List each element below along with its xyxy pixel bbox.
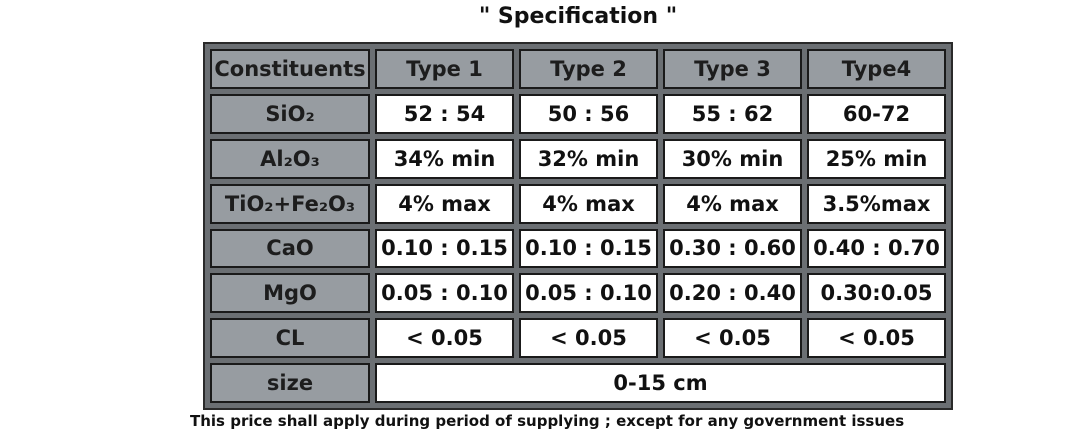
value-cell: 0.10 : 0.15 (519, 228, 658, 269)
table-row: MgO 0.05 : 0.10 0.05 : 0.10 0.20 : 0.40 0.30… (210, 273, 946, 314)
header-cell: Type 2 (519, 49, 658, 89)
header-cell: Type 1 (375, 49, 514, 89)
header-row: Constituents Type 1 Type 2 Type 3 Type4 (210, 49, 946, 89)
value-cell: 60-72 (807, 93, 946, 134)
row-label: size (210, 363, 370, 403)
value-cell: 55 : 62 (663, 93, 802, 134)
value-cell: < 0.05 (519, 318, 658, 359)
table-row: Al₂O₃ 34% min 32% min 30% min 25% min (210, 138, 946, 179)
value-cell: 52 : 54 (375, 93, 514, 134)
title: " Specification " (478, 4, 678, 29)
value-cell: 0-15 cm (375, 363, 946, 403)
value-cell: 32% min (519, 138, 658, 179)
header-cell: Constituents (210, 49, 370, 89)
table-row: TiO₂+Fe₂O₃ 4% max 4% max 4% max 3.5%max (210, 183, 946, 224)
value-cell: 0.30:0.05 (807, 273, 946, 314)
table-row: size 0-15 cm (210, 363, 946, 403)
row-label: Al₂O₃ (210, 138, 370, 179)
header-cell: Type4 (807, 49, 946, 89)
table-body: Constituents Type 1 Type 2 Type 3 Type4 SiO₂ 5… (210, 49, 946, 403)
table-row: CaO 0.10 : 0.15 0.10 : 0.15 0.30 : 0.60 0.40… (210, 228, 946, 269)
value-cell: < 0.05 (807, 318, 946, 359)
value-cell: 0.40 : 0.70 (807, 228, 946, 269)
value-cell: 25% min (807, 138, 946, 179)
table-row: SiO₂ 52 : 54 50 : 56 55 : 62 60-72 (210, 93, 946, 134)
value-cell: 50 : 56 (519, 93, 658, 134)
row-label: CL (210, 318, 370, 359)
value-cell: 0.05 : 0.10 (519, 273, 658, 314)
row-label: MgO (210, 273, 370, 314)
row-label: CaO (210, 228, 370, 269)
spec-table: Constituents Type 1 Type 2 Type 3 Type4 SiO₂ 5… (203, 42, 953, 410)
value-cell: 34% min (375, 138, 514, 179)
header-cell: Type 3 (663, 49, 802, 89)
value-cell: < 0.05 (663, 318, 802, 359)
row-label: SiO₂ (210, 93, 370, 134)
value-cell: 3.5%max (807, 183, 946, 224)
value-cell: 30% min (663, 138, 802, 179)
value-cell: 0.30 : 0.60 (663, 228, 802, 269)
value-cell: 4% max (375, 183, 514, 224)
footer-note: This price shall apply during period of … (190, 412, 905, 430)
value-cell: 0.20 : 0.40 (663, 273, 802, 314)
value-cell: 4% max (519, 183, 658, 224)
value-cell: 4% max (663, 183, 802, 224)
row-label: TiO₂+Fe₂O₃ (210, 183, 370, 224)
table-row: CL < 0.05 < 0.05 < 0.05 < 0.05 (210, 318, 946, 359)
value-cell: 0.05 : 0.10 (375, 273, 514, 314)
value-cell: < 0.05 (375, 318, 514, 359)
value-cell: 0.10 : 0.15 (375, 228, 514, 269)
